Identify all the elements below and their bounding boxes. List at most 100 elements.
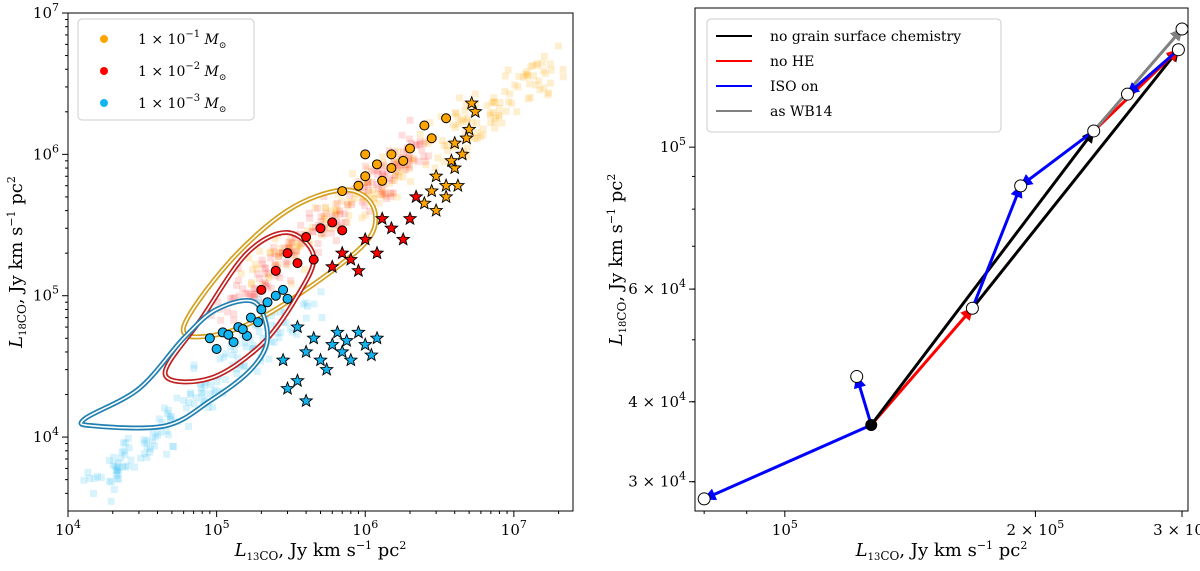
- cloud-point: [207, 312, 215, 320]
- circle-red: [308, 254, 319, 265]
- circle-orange: [360, 171, 371, 182]
- cloud-point: [292, 247, 300, 254]
- cloud-point: [231, 294, 239, 302]
- cloud-point: [173, 394, 181, 402]
- cloud-point: [217, 316, 225, 324]
- cloud-point: [437, 113, 445, 121]
- star-orange: [450, 177, 466, 193]
- cloud-point: [471, 90, 479, 98]
- cloud-point: [545, 89, 553, 97]
- cloud-point: [452, 110, 460, 118]
- cloud-point: [90, 489, 97, 497]
- cloud-point: [461, 107, 469, 115]
- cloud-point: [156, 428, 164, 436]
- cloud-point: [86, 474, 93, 482]
- cloud-point: [167, 415, 174, 423]
- cloud-point: [231, 346, 239, 354]
- cloud-point: [262, 280, 270, 288]
- circle-red: [256, 284, 267, 295]
- star-blue: [290, 319, 305, 334]
- cloud-point: [209, 403, 217, 411]
- cloud-point: [390, 189, 397, 197]
- cloud-point: [506, 90, 514, 98]
- cloud-point: [285, 238, 293, 246]
- cloud-point: [406, 116, 414, 124]
- cloud-point: [113, 475, 121, 483]
- cloud-point: [394, 164, 401, 172]
- cloud-point: [431, 164, 439, 172]
- cloud-point: [468, 118, 476, 126]
- cloud-point: [317, 218, 325, 226]
- cloud-point: [495, 112, 503, 120]
- star-orange: [467, 104, 483, 119]
- cloud-point: [265, 274, 273, 281]
- cloud-point: [121, 439, 129, 447]
- cloud-point: [255, 275, 263, 283]
- cloud-point: [343, 201, 351, 209]
- cloud-point: [472, 101, 480, 109]
- cloud-point: [546, 60, 554, 68]
- cloud-point: [440, 158, 448, 166]
- cloud-point: [185, 422, 192, 430]
- cloud-point: [265, 272, 273, 280]
- cloud-point: [376, 191, 384, 198]
- circle-orange: [419, 120, 430, 131]
- cloud-point: [388, 176, 396, 184]
- cloud-point: [526, 80, 534, 88]
- cloud-point: [520, 73, 527, 81]
- cloud-point: [390, 159, 398, 166]
- star-orange: [459, 130, 474, 145]
- cloud-point: [314, 240, 322, 248]
- cloud-point: [405, 154, 412, 162]
- cloud-point: [320, 193, 328, 201]
- cloud-point: [216, 355, 224, 363]
- circle-blue: [278, 284, 289, 295]
- cloud-point: [361, 202, 369, 210]
- cloud-point: [187, 389, 195, 397]
- cloud-point: [297, 221, 305, 229]
- x-tick-label: 106: [352, 518, 378, 539]
- cloud-point: [204, 404, 212, 411]
- cloud-point: [391, 177, 398, 185]
- cloud-point: [262, 265, 270, 272]
- cloud-point: [271, 250, 279, 258]
- cloud-point: [412, 141, 420, 149]
- cloud-point: [251, 285, 259, 293]
- cloud-point: [386, 179, 393, 187]
- cloud-point: [488, 99, 496, 107]
- legend-label: 1 × 10−2 M⊙: [138, 61, 226, 83]
- cloud-point: [476, 132, 484, 140]
- cloud-point: [491, 124, 499, 132]
- cloud-point: [250, 293, 258, 301]
- cloud-point: [463, 152, 471, 160]
- legend-label: 1 × 10−1 M⊙: [138, 29, 226, 51]
- cloud-point: [405, 165, 413, 173]
- circle-blue: [270, 290, 281, 301]
- cloud-point: [286, 245, 294, 253]
- cloud-point: [420, 152, 428, 160]
- cloud-point: [125, 444, 133, 452]
- cloud-point: [450, 143, 458, 151]
- cloud-point: [230, 316, 238, 324]
- cloud-point: [270, 248, 278, 256]
- cloud-point: [286, 234, 294, 242]
- cloud-point: [299, 300, 307, 308]
- cloud-point: [211, 388, 219, 396]
- star-red: [324, 259, 340, 274]
- star-red: [369, 245, 385, 260]
- cloud-point: [404, 161, 412, 169]
- cloud-point: [274, 261, 282, 268]
- cloud-point: [529, 61, 537, 69]
- cloud-point: [559, 73, 567, 81]
- cloud-point: [127, 456, 135, 464]
- cloud-point: [331, 208, 339, 216]
- cloud-point: [453, 113, 461, 121]
- cloud-point: [277, 328, 285, 336]
- cloud-point: [232, 365, 240, 373]
- cloud-point: [124, 434, 132, 442]
- cloud-point: [455, 120, 463, 128]
- legend: no grain surface chemistry no HE ISO on as …: [706, 18, 1002, 133]
- cloud-point: [349, 170, 357, 178]
- cloud-point: [114, 459, 122, 467]
- cloud-point: [540, 52, 548, 60]
